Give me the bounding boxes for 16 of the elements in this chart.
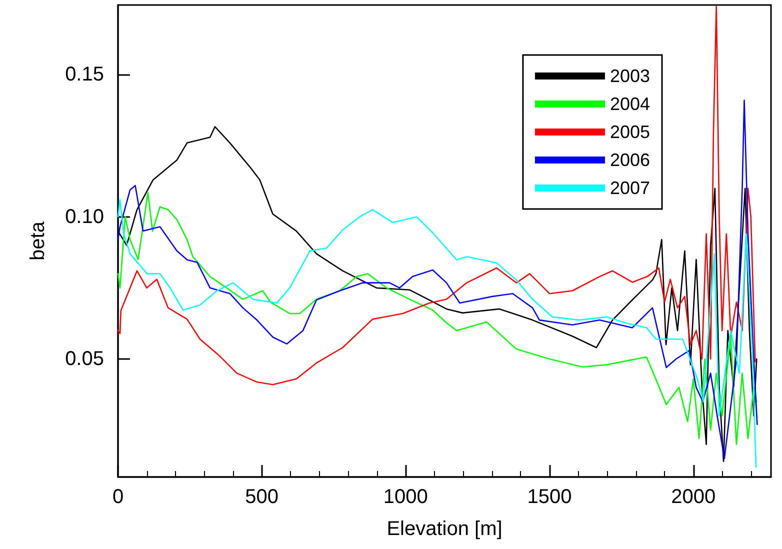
x-tick-label: 1500 bbox=[527, 486, 572, 508]
legend-label: 2005 bbox=[610, 122, 650, 142]
legend-label: 2006 bbox=[610, 150, 650, 170]
legend-label: 2004 bbox=[610, 94, 650, 114]
legend-label: 2007 bbox=[610, 178, 650, 198]
x-axis-title: Elevation [m] bbox=[386, 518, 502, 540]
x-tick-label: 0 bbox=[112, 486, 124, 508]
y-tick-label: 0.10 bbox=[65, 206, 104, 228]
x-tick-label: 1000 bbox=[383, 486, 428, 508]
legend-label: 2003 bbox=[610, 66, 650, 86]
x-tick-label: 2000 bbox=[671, 486, 716, 508]
line-series bbox=[117, 6, 756, 386]
y-tick-label: 0.15 bbox=[65, 64, 104, 86]
y-tick-label: 0.05 bbox=[65, 348, 104, 370]
y-axis-title: beta bbox=[27, 220, 49, 260]
x-tick-label: 500 bbox=[245, 486, 279, 508]
